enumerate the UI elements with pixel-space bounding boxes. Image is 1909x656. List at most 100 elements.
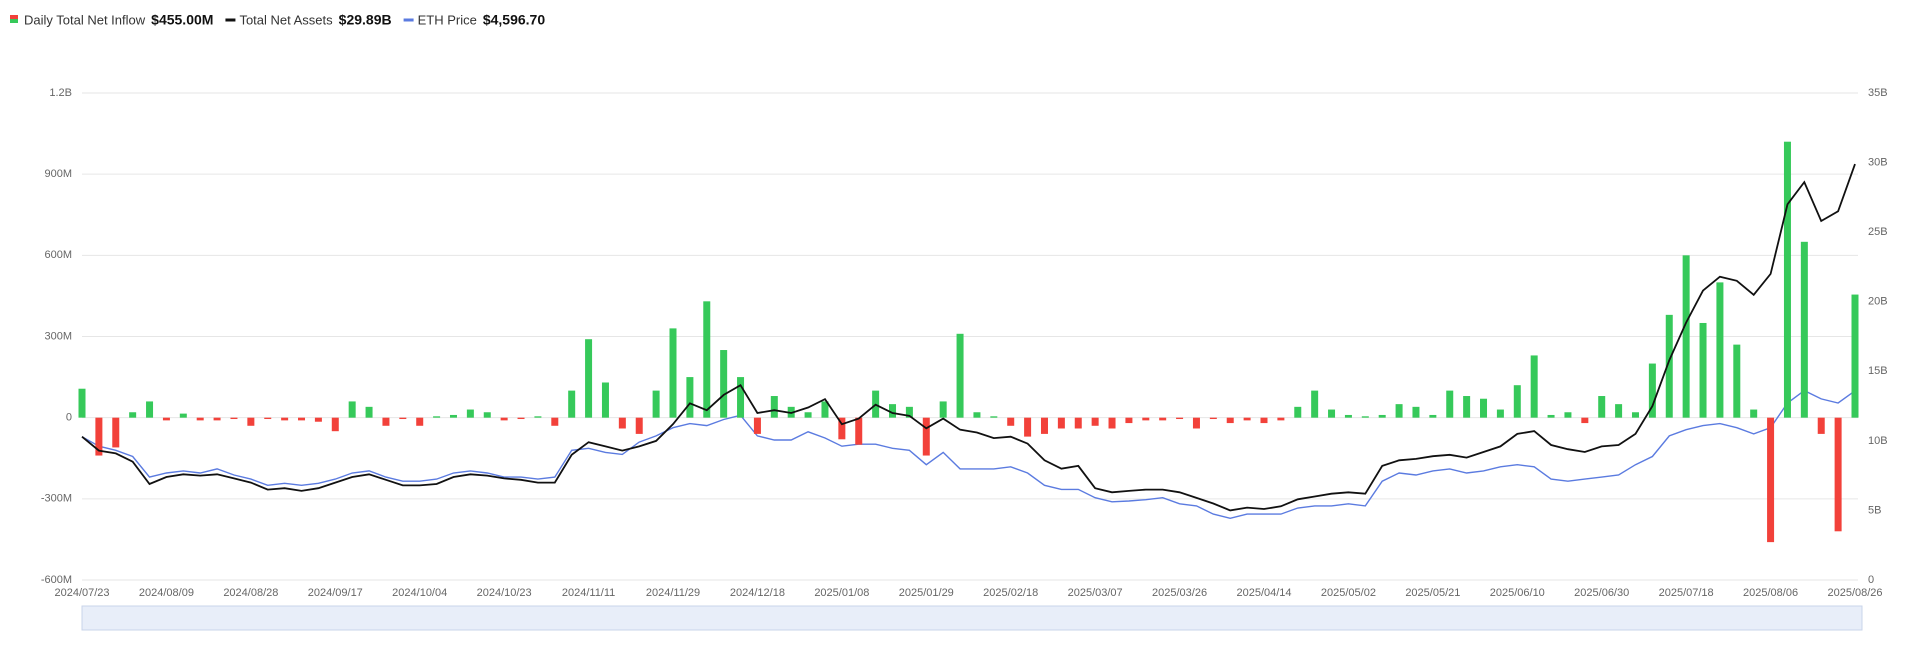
bar bbox=[753, 417, 761, 434]
bar bbox=[1446, 390, 1454, 418]
bar bbox=[618, 417, 626, 429]
bar bbox=[973, 412, 981, 418]
bar bbox=[568, 390, 576, 418]
bar bbox=[112, 417, 120, 448]
x-tick-label: 2024/09/17 bbox=[308, 587, 363, 599]
bar bbox=[1142, 417, 1150, 421]
bar bbox=[1800, 241, 1808, 418]
bar bbox=[213, 417, 221, 421]
bar bbox=[1463, 396, 1471, 418]
x-tick-label: 2025/07/18 bbox=[1659, 587, 1714, 599]
bar bbox=[956, 333, 964, 418]
bar bbox=[1513, 385, 1521, 418]
legend-value: $4,596.70 bbox=[483, 12, 545, 28]
bar bbox=[1750, 409, 1758, 418]
bar bbox=[500, 417, 508, 421]
x-tick-label: 2025/01/29 bbox=[899, 587, 954, 599]
bar bbox=[281, 417, 289, 421]
x-tick-label: 2025/03/07 bbox=[1068, 587, 1123, 599]
bar bbox=[1834, 417, 1842, 532]
y-tick-label: -600M bbox=[41, 574, 72, 586]
bar bbox=[703, 301, 711, 418]
bar bbox=[855, 417, 863, 445]
x-tick-label: 2025/08/26 bbox=[1827, 587, 1882, 599]
x-tick-label: 2024/08/28 bbox=[223, 587, 278, 599]
x-tick-label: 2025/05/21 bbox=[1405, 587, 1460, 599]
bar bbox=[1192, 417, 1200, 429]
bar bbox=[1226, 417, 1234, 424]
bar bbox=[1040, 417, 1048, 434]
y2-tick-label: 15B bbox=[1868, 365, 1888, 377]
bar bbox=[922, 417, 930, 456]
x-tick-label: 2025/06/10 bbox=[1490, 587, 1545, 599]
legend-name: ETH Price bbox=[418, 12, 477, 27]
bar bbox=[433, 416, 441, 418]
y-tick-label: 900M bbox=[44, 168, 72, 180]
bar bbox=[1328, 409, 1336, 418]
bar bbox=[1057, 417, 1065, 429]
bar bbox=[1344, 414, 1352, 418]
bar bbox=[1817, 417, 1825, 434]
x-tick-label: 2025/03/26 bbox=[1152, 587, 1207, 599]
bar bbox=[1176, 417, 1184, 420]
bar bbox=[1783, 141, 1791, 418]
bar bbox=[686, 377, 694, 418]
y2-tick-label: 10B bbox=[1868, 435, 1888, 447]
bar bbox=[635, 417, 643, 434]
bar bbox=[1480, 398, 1488, 418]
bar bbox=[1699, 322, 1707, 418]
bar bbox=[365, 406, 373, 418]
y-tick-label: 300M bbox=[44, 330, 72, 342]
bar bbox=[162, 417, 170, 421]
y2-tick-label: 0 bbox=[1868, 574, 1874, 586]
bar bbox=[889, 404, 897, 418]
bar bbox=[1024, 417, 1032, 437]
x-tick-label: 2024/07/23 bbox=[54, 587, 109, 599]
line bbox=[81, 389, 1856, 520]
bar bbox=[1395, 404, 1403, 418]
y2-tick-label: 5B bbox=[1868, 504, 1881, 516]
x-tick-label: 2024/12/18 bbox=[730, 587, 785, 599]
bar bbox=[1007, 417, 1015, 426]
bar bbox=[770, 396, 778, 418]
bar bbox=[601, 382, 609, 418]
bar bbox=[1108, 417, 1116, 429]
bar bbox=[1074, 417, 1082, 429]
bar bbox=[1125, 417, 1133, 424]
x-tick-label: 2024/11/11 bbox=[562, 587, 615, 599]
bar bbox=[1665, 314, 1673, 418]
legend-name: Total Net Assets bbox=[239, 12, 333, 27]
bar bbox=[348, 401, 356, 418]
x-tick-label: 2025/04/14 bbox=[1236, 587, 1291, 599]
bar bbox=[247, 417, 255, 426]
bar bbox=[1378, 414, 1386, 418]
legend-value: $455.00M bbox=[151, 12, 213, 28]
bar bbox=[838, 417, 846, 440]
bar bbox=[331, 417, 339, 432]
bar bbox=[1294, 406, 1302, 418]
bar bbox=[1631, 412, 1639, 418]
bar bbox=[1733, 344, 1741, 418]
x-tick-label: 2024/10/23 bbox=[477, 587, 532, 599]
bar bbox=[905, 406, 913, 418]
y2-tick-label: 25B bbox=[1868, 226, 1888, 238]
bar bbox=[1564, 412, 1572, 418]
bar bbox=[449, 414, 457, 418]
y2-tick-label: 35B bbox=[1868, 87, 1888, 99]
bar bbox=[483, 412, 491, 418]
bar bbox=[551, 417, 559, 426]
bar bbox=[264, 417, 272, 420]
bar bbox=[821, 401, 829, 418]
bar bbox=[1496, 409, 1504, 418]
x-tick-label: 2025/08/06 bbox=[1743, 587, 1798, 599]
x-tick-label: 2025/06/30 bbox=[1574, 587, 1629, 599]
bar bbox=[1851, 294, 1859, 418]
bar bbox=[1716, 282, 1724, 418]
navigator[interactable] bbox=[81, 605, 1863, 631]
bar bbox=[1209, 417, 1217, 420]
bar bbox=[517, 417, 525, 420]
bar bbox=[1311, 390, 1319, 418]
bar bbox=[95, 417, 103, 456]
legend-icon bbox=[10, 15, 18, 19]
line bbox=[81, 163, 1856, 512]
